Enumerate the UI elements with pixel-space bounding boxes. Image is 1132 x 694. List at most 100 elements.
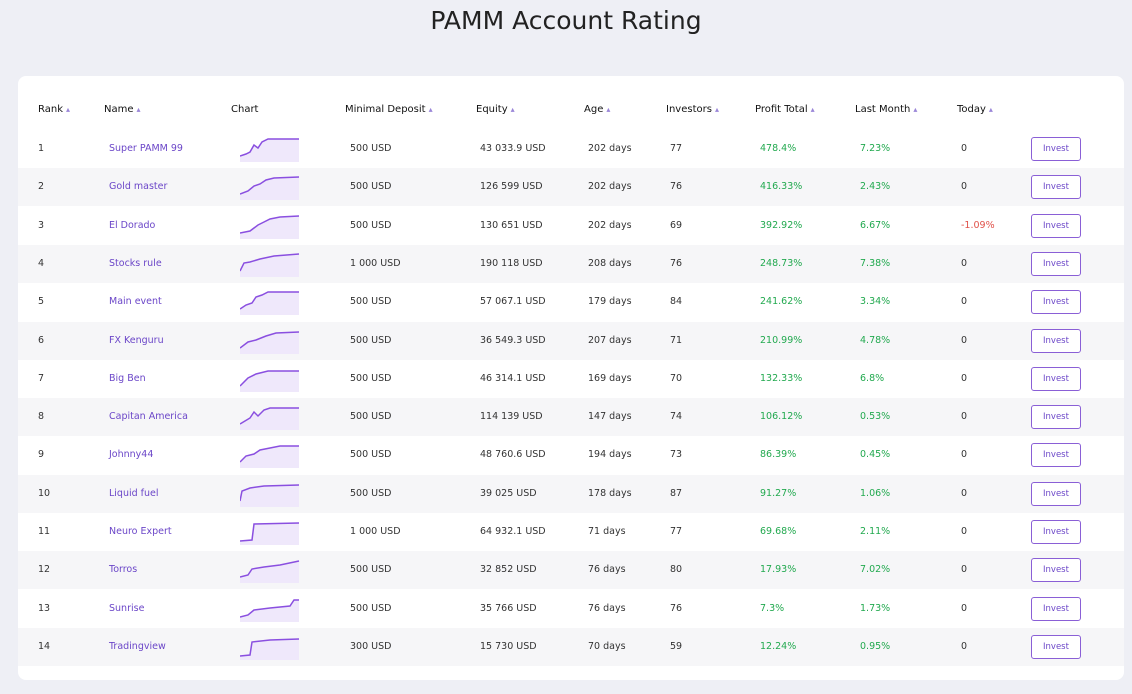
min-deposit: 1 000 USD	[350, 257, 401, 269]
rank: 8	[38, 411, 45, 423]
last-month: 0.45%	[860, 449, 891, 461]
account-name[interactable]: Gold master	[109, 181, 168, 193]
sparkline-area	[240, 638, 299, 660]
column-header[interactable]: Name ▴	[104, 104, 141, 115]
sparkline-area	[240, 561, 299, 584]
sort-arrows[interactable]: ▴	[714, 105, 719, 114]
invest-button[interactable]: Invest	[1031, 213, 1081, 238]
sparkline	[240, 483, 300, 507]
profit-total: 248.73%	[760, 257, 803, 269]
sparkline-area	[240, 599, 299, 622]
account-name[interactable]: Stocks rule	[109, 257, 162, 269]
table-row: 14 Tradingview 300 USD 15 730 USD 70 days 59 1…	[18, 627, 1124, 666]
today: 0	[961, 334, 968, 346]
column-header[interactable]: Age ▴	[584, 104, 610, 115]
sort-arrows[interactable]: ▴	[606, 105, 611, 114]
age: 208 days	[588, 257, 632, 269]
table-row: 8 Capitan America 500 USD 114 139 USD 147 da…	[18, 398, 1124, 437]
investors: 76	[670, 257, 683, 269]
account-name[interactable]: Liquid fuel	[109, 487, 159, 499]
column-header[interactable]: Today ▴	[957, 104, 993, 115]
account-name[interactable]: Neuro Expert	[109, 526, 172, 537]
sparkline-line	[240, 291, 299, 310]
today: 0	[961, 181, 968, 193]
rank: 10	[38, 487, 51, 499]
invest-button[interactable]: Invest	[1031, 558, 1081, 583]
header-label: Profit Total	[755, 104, 808, 115]
column-header[interactable]: Rank ▴	[38, 104, 70, 115]
column-header[interactable]: Last Month ▴	[855, 104, 917, 115]
investors: 74	[670, 411, 683, 423]
invest-button[interactable]: Invest	[1031, 596, 1081, 621]
account-name[interactable]: Tradingview	[109, 640, 166, 652]
sparkline-area	[240, 292, 299, 316]
invest-button[interactable]: Invest	[1031, 328, 1081, 353]
invest-button[interactable]: Invest	[1031, 443, 1081, 468]
sort-arrows[interactable]: ▴	[913, 105, 918, 114]
sort-arrows[interactable]: ▴	[510, 105, 515, 114]
invest-button[interactable]: Invest	[1031, 481, 1081, 506]
min-deposit: 500 USD	[350, 487, 392, 499]
profit-total: 12.24%	[760, 640, 797, 652]
today: 0	[961, 372, 968, 384]
column-header[interactable]: Profit Total ▴	[755, 104, 815, 115]
last-month: 7.38%	[860, 257, 891, 269]
min-deposit: 300 USD	[350, 640, 392, 652]
page-title: PAMM Account Rating	[430, 6, 702, 35]
invest-button[interactable]: Invest	[1031, 520, 1081, 544]
sort-arrows[interactable]: ▴	[136, 105, 141, 114]
min-deposit: 500 USD	[350, 372, 392, 384]
sparkline	[240, 330, 300, 354]
column-header[interactable]: Equity ▴	[476, 104, 515, 115]
invest-button[interactable]: Invest	[1031, 137, 1081, 161]
invest-button[interactable]: Invest	[1031, 175, 1081, 200]
invest-button[interactable]: Invest	[1031, 251, 1081, 276]
sort-arrows[interactable]: ▴	[810, 105, 815, 114]
sort-arrows[interactable]: ▴	[988, 105, 993, 114]
account-name[interactable]: Capitan America	[109, 411, 188, 423]
profit-total: 478.4%	[760, 143, 797, 154]
column-header[interactable]: Investors ▴	[666, 104, 719, 115]
equity: 190 118 USD	[480, 257, 543, 269]
sort-arrows[interactable]: ▴	[428, 105, 433, 114]
header-label: Equity	[476, 104, 508, 115]
invest-button[interactable]: Invest	[1031, 634, 1081, 659]
sparkline	[240, 138, 299, 162]
table-row: 1 Super PAMM 99 500 USD 43 033.9 USD 202 day…	[18, 130, 1124, 168]
sparkline	[240, 176, 300, 201]
table-row: 11 Neuro Expert 1 000 USD 64 932.1 USD 71 da…	[18, 513, 1124, 551]
account-name[interactable]: Super PAMM 99	[109, 143, 183, 154]
investors: 80	[670, 564, 683, 576]
sparkline-line	[240, 253, 300, 272]
sparkline-area	[240, 446, 299, 469]
min-deposit: 500 USD	[350, 296, 392, 308]
account-name[interactable]: Johnny44	[109, 449, 154, 461]
profit-total: 106.12%	[760, 411, 803, 423]
rank: 9	[38, 449, 45, 461]
invest-button[interactable]: Invest	[1031, 366, 1081, 391]
rank: 6	[38, 334, 45, 346]
min-deposit: 500 USD	[350, 181, 392, 193]
invest-button[interactable]: Invest	[1031, 405, 1081, 430]
account-name[interactable]: Big Ben	[109, 372, 146, 384]
investors: 77	[670, 143, 683, 154]
column-header[interactable]: Minimal Deposit ▴	[345, 104, 433, 115]
account-name[interactable]: Torros	[109, 564, 138, 576]
profit-total: 416.33%	[760, 181, 803, 193]
account-name[interactable]: FX Kenguru	[109, 334, 164, 346]
profit-total: 17.93%	[760, 564, 797, 576]
sparkline-area	[240, 484, 299, 507]
sort-arrows[interactable]: ▴	[66, 105, 71, 114]
account-name[interactable]: Main event	[109, 296, 162, 308]
account-name[interactable]: El Dorado	[109, 219, 156, 231]
last-month: 0.95%	[860, 640, 891, 652]
header-label: Today	[957, 104, 986, 115]
profit-total: 392.92%	[760, 219, 803, 231]
sparkline-area	[240, 177, 299, 201]
min-deposit: 500 USD	[350, 602, 392, 614]
invest-button[interactable]: Invest	[1031, 290, 1081, 315]
profit-total: 210.99%	[760, 334, 803, 346]
sparkline	[240, 407, 299, 431]
investors: 59	[670, 640, 683, 652]
account-name[interactable]: Sunrise	[109, 602, 145, 614]
